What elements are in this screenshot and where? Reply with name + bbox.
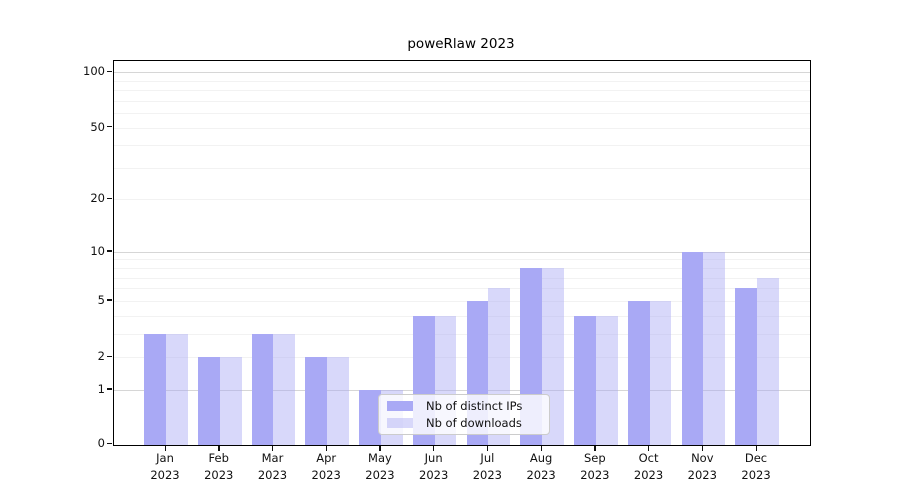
y-tick-label-100: 100 (83, 64, 105, 79)
x-tick-mark-apr (325, 445, 327, 451)
bar-ips-sep (574, 315, 596, 445)
x-tick-label-may: May 2023 (365, 451, 395, 482)
gridline-minor-8 (114, 268, 810, 270)
gridline-minor-50 (114, 127, 810, 129)
x-tick-mark-dec (755, 445, 757, 451)
bar-downloads-oct (649, 300, 672, 445)
x-tick-mark-oct (648, 445, 650, 451)
chart-title: poweRlaw 2023 (407, 36, 515, 52)
legend-swatch-distinct-ips-icon (387, 401, 413, 411)
y-tick-mark-100 (107, 70, 112, 72)
gridline-minor-60 (114, 113, 810, 115)
y-tick-mark-2 (107, 355, 112, 357)
bar-downloads-feb (219, 357, 242, 445)
legend-item-downloads: Nb of downloads (387, 416, 541, 430)
gridline-minor-7 (114, 277, 810, 279)
x-tick-mark-mar (271, 445, 274, 451)
x-tick-mark-jul (486, 445, 489, 451)
gridline-minor-6 (114, 288, 810, 290)
bar-ips-dec (735, 288, 758, 445)
gridline-minor-5 (114, 300, 810, 302)
bar-ips-feb (197, 357, 220, 445)
legend-swatch-downloads-icon (387, 418, 413, 428)
y-tick-label-5: 5 (97, 292, 105, 307)
bar-downloads-dec (757, 277, 779, 445)
x-tick-label-jun: Jun 2023 (419, 451, 449, 482)
x-tick-label-mar: Mar 2023 (257, 451, 288, 482)
x-tick-label-feb: Feb 2023 (204, 451, 234, 482)
legend-label-distinct-ips: Nb of distinct IPs (426, 399, 523, 413)
y-tick-mark-20 (107, 197, 112, 200)
bar-ips-oct (627, 300, 650, 445)
legend: Nb of distinct IPs Nb of downloads (378, 394, 550, 435)
gridline-major-1 (114, 389, 810, 391)
gridline-minor-90 (114, 80, 810, 82)
bar-downloads-sep (595, 315, 618, 445)
gridline-minor-80 (114, 90, 810, 92)
y-tick-mark-1 (107, 388, 112, 390)
plot-area (113, 60, 811, 446)
y-tick-mark-10 (107, 250, 112, 252)
gridline-major-100 (114, 72, 810, 74)
y-tick-label-10: 10 (90, 243, 105, 258)
x-tick-label-aug: Aug 2023 (526, 451, 556, 482)
x-tick-mark-jan (164, 445, 166, 451)
y-tick-label-0: 0 (97, 436, 105, 450)
y-tick-label-20: 20 (90, 191, 105, 206)
x-tick-label-nov: Nov 2023 (687, 451, 717, 482)
x-tick-mark-sep (594, 445, 596, 451)
gridline-minor-20 (114, 199, 810, 201)
bar-ips-apr (305, 357, 328, 445)
bar-downloads-jan (166, 333, 188, 445)
x-tick-label-oct: Oct 2023 (633, 451, 664, 482)
x-tick-label-jul: Jul 2023 (472, 451, 503, 482)
x-tick-mark-feb (218, 445, 220, 451)
x-tick-mark-jun (433, 445, 435, 451)
gridline-major-10 (114, 251, 810, 253)
bar-ips-nov (681, 251, 704, 445)
legend-item-distinct-ips: Nb of distinct IPs (387, 399, 541, 413)
gridline-minor-3 (114, 333, 810, 335)
y-tick-mark-50 (107, 126, 112, 128)
gridline-minor-70 (114, 100, 810, 102)
x-tick-mark-aug (540, 445, 542, 451)
x-tick-mark-may (379, 445, 381, 451)
y-tick-mark-0 (107, 442, 112, 444)
bar-ips-jan (144, 333, 166, 445)
gridline-minor-40 (114, 145, 810, 147)
y-tick-label-50: 50 (90, 119, 105, 134)
y-tick-mark-5 (107, 299, 112, 301)
x-tick-label-jan: Jan 2023 (150, 451, 180, 482)
bar-ips-may (359, 389, 381, 445)
gridline-minor-9 (114, 259, 810, 261)
bar-ips-mar (251, 333, 274, 445)
x-tick-label-dec: Dec 2023 (741, 451, 771, 482)
gridline-minor-30 (114, 167, 810, 169)
x-tick-label-apr: Apr 2023 (311, 451, 341, 482)
y-tick-label-2: 2 (97, 349, 105, 363)
bar-downloads-apr (327, 357, 349, 445)
gridline-minor-2 (114, 357, 810, 358)
gridline-minor-4 (114, 315, 810, 317)
bar-downloads-mar (273, 333, 296, 445)
x-tick-label-sep: Sep 2023 (580, 451, 610, 482)
x-tick-mark-nov (701, 445, 704, 451)
y-tick-label-1: 1 (97, 381, 105, 396)
legend-label-downloads: Nb of downloads (426, 416, 522, 430)
bar-downloads-nov (703, 251, 726, 445)
